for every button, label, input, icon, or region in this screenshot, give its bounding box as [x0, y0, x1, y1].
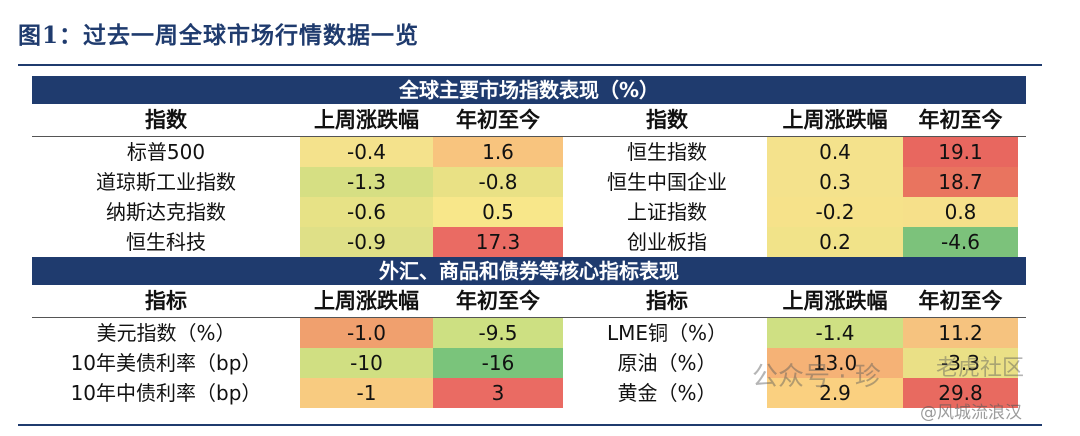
week-change-right-cell: 13.0: [767, 348, 903, 378]
market-table: 全球主要市场指数表现（%） 指数 上周涨跌幅 年初至今 指数 上周涨跌幅 年初至…: [32, 76, 1026, 408]
header-index: 指数: [145, 108, 187, 132]
header-week-change-2: 上周涨跌幅: [782, 289, 888, 313]
header-ytd: 年初至今: [456, 108, 540, 132]
week-change-left-cell: -0.6: [300, 197, 433, 227]
row-name-left: 10年中债利率（bp）: [70, 381, 262, 405]
week-change-left-cell: -0.4: [300, 137, 433, 167]
table-row: 10年中债利率（bp） -1 3 黄金（%） 2.9 29.8: [32, 378, 1026, 408]
week-change-right-cell: 0.4: [767, 137, 903, 167]
header-week-change: 上周涨跌幅: [314, 108, 419, 132]
ytd-left-cell: 3: [433, 378, 563, 408]
row-name-right: 黄金（%）: [617, 381, 717, 405]
ytd-left-cell: -16: [433, 348, 563, 378]
row-name-left: 道琼斯工业指数: [96, 170, 236, 194]
ytd-right-cell: 0.8: [903, 197, 1018, 227]
header-indicator: 指标: [145, 289, 187, 313]
table-row: 10年美债利率（bp） -10 -16 原油（%） 13.0 -3.3: [32, 348, 1026, 378]
table-row: 道琼斯工业指数 -1.3 -0.8 恒生中国企业 0.3 18.7: [32, 167, 1026, 197]
table-row: 纳斯达克指数 -0.6 0.5 上证指数 -0.2 0.8: [32, 197, 1026, 227]
ytd-left-cell: 0.5: [433, 197, 563, 227]
ytd-left-cell: 17.3: [433, 227, 563, 257]
row-name-left: 标普500: [126, 140, 206, 164]
ytd-right-cell: 19.1: [903, 137, 1018, 167]
weibo-watermark: @风城流浪汉: [920, 403, 1022, 423]
row-name-left: 恒生科技: [126, 230, 206, 254]
header-ytd-2: 年初至今: [918, 289, 1003, 313]
bottom-rule: [18, 424, 1042, 426]
week-change-right-cell: 0.3: [767, 167, 903, 197]
ytd-right-cell: -4.6: [903, 227, 1018, 257]
ytd-right-cell: 18.7: [903, 167, 1018, 197]
ytd-right-cell: 11.2: [903, 318, 1018, 348]
week-change-left-cell: -1: [300, 378, 433, 408]
ytd-right-cell: -3.3: [903, 348, 1018, 378]
row-name-right: 上证指数: [627, 200, 707, 224]
row-name-left: 美元指数（%）: [96, 321, 236, 345]
week-change-left-cell: -10: [300, 348, 433, 378]
week-change-right-cell: 0.2: [767, 227, 903, 257]
figure-title: 图1：过去一周全球市场行情数据一览: [18, 22, 420, 49]
week-change-left-cell: -1.3: [300, 167, 433, 197]
table-row: 标普500 -0.4 1.6 恒生指数 0.4 19.1: [32, 137, 1026, 167]
ytd-right-cell: 29.8: [903, 378, 1018, 408]
week-change-right-cell: 2.9: [767, 378, 903, 408]
row-name-left: 10年美债利率（bp）: [70, 351, 262, 375]
week-change-left-cell: -1.0: [300, 318, 433, 348]
table-row: 恒生科技 -0.9 17.3 创业板指 0.2 -4.6: [32, 227, 1026, 257]
row-name-right: LME铜（%）: [606, 321, 728, 345]
header-ytd-2: 年初至今: [918, 108, 1003, 132]
week-change-right-cell: -1.4: [767, 318, 903, 348]
row-name-right: 恒生指数: [627, 140, 707, 164]
ytd-left-cell: -0.8: [433, 167, 563, 197]
section1-header-row: 指数 上周涨跌幅 年初至今 指数 上周涨跌幅 年初至今: [32, 104, 1026, 137]
brand-watermark: 老虎社区: [936, 356, 1025, 381]
week-change-left-cell: -0.9: [300, 227, 433, 257]
header-ytd: 年初至今: [456, 289, 540, 313]
table-row: 美元指数（%） -1.0 -9.5 LME铜（%） -1.4 11.2: [32, 318, 1026, 348]
header-indicator-2: 指标: [646, 289, 688, 313]
section2-header-row: 指标 上周涨跌幅 年初至今 指标 上周涨跌幅 年初至今: [32, 285, 1026, 318]
section2-banner: 外汇、商品和债券等核心指标表现: [32, 257, 1026, 285]
ytd-left-cell: -9.5: [433, 318, 563, 348]
header-week-change: 上周涨跌幅: [314, 289, 419, 313]
row-name-left: 纳斯达克指数: [106, 200, 226, 224]
week-change-right-cell: -0.2: [767, 197, 903, 227]
top-rule: [18, 64, 1042, 66]
wechat-watermark: 公众号 · 珍: [752, 362, 881, 392]
row-name-right: 恒生中国企业: [607, 170, 727, 194]
header-week-change-2: 上周涨跌幅: [782, 108, 888, 132]
header-index-2: 指数: [646, 108, 688, 132]
row-name-right: 创业板指: [627, 230, 707, 254]
ytd-left-cell: 1.6: [433, 137, 563, 167]
row-name-right: 原油（%）: [617, 351, 717, 375]
section1-banner: 全球主要市场指数表现（%）: [32, 76, 1026, 104]
